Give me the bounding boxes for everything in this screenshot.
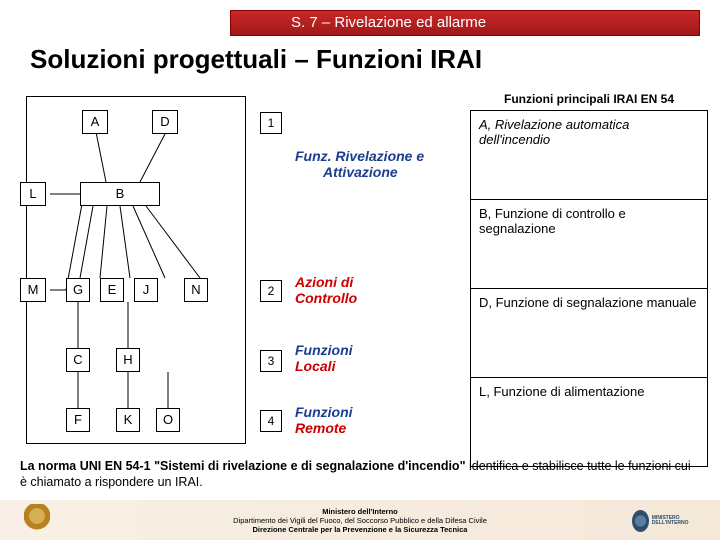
label-rivelazione-line2: Attivazione [295,164,398,180]
node-B: B [80,182,160,206]
function-cell-B: B, Funzione di controllo e segnalazione [470,199,708,289]
bottom-paragraph: La norma UNI EN 54-1 "Sistemi di rivelaz… [20,458,700,491]
label-azioni-line1: Azioni di [295,274,353,290]
footer-bar: Ministero dell'Interno Dipartimento dei … [0,500,720,540]
node-O: O [156,408,180,432]
footer-line3: Direzione Centrale per la Prevenzione e … [233,525,487,534]
section-header-text: S. 7 – Rivelazione ed allarme [231,11,699,35]
group-4: 4 [260,410,282,432]
group-2: 2 [260,280,282,302]
node-D: D [152,110,178,134]
bottom-bold: La norma UNI EN 54-1 "Sistemi di rivelaz… [20,459,466,473]
node-N: N [184,278,208,302]
vigili-logo-icon [24,504,50,534]
functions-table-title: Funzioni principali IRAI EN 54 [470,90,708,110]
footer-line2: Dipartimento dei Vigili del Fuoco, del S… [233,516,487,525]
group-1: 1 [260,112,282,134]
section-header: S. 7 – Rivelazione ed allarme [230,10,700,36]
label-azioni: Azioni di Controllo [295,274,357,306]
node-G: G [66,278,90,302]
function-cell-A-text: A, Rivelazione automatica dell'incendio [479,117,629,147]
footer-line1: Ministero dell'Interno [233,507,487,516]
node-K: K [116,408,140,432]
label-rivelazione-line1: Funz. Rivelazione e [295,148,424,164]
label-azioni-line2: Controllo [295,290,357,306]
label-remote-line1: Funzioni [295,404,353,420]
ministero-emblem-icon [632,510,649,532]
function-cell-A: A, Rivelazione automatica dell'incendio [470,110,708,200]
node-F: F [66,408,90,432]
footer-text: Ministero dell'Interno Dipartimento dei … [233,507,487,534]
label-locali-line1: Funzioni [295,342,353,358]
node-J: J [134,278,158,302]
node-E: E [100,278,124,302]
label-remote-line2: Remote [295,420,346,436]
irai-diagram: A D 1 L B M G E J N 2 C H 3 F K O 4 Funz… [20,90,460,450]
label-locali: Funzioni Locali [295,342,353,374]
group-3: 3 [260,350,282,372]
ministero-logo-text: MINISTERO DELL'INTERNO [652,516,702,526]
page-title: Soluzioni progettuali – Funzioni IRAI [30,44,482,75]
function-cell-D: D, Funzione di segnalazione manuale [470,288,708,378]
label-rivelazione: Funz. Rivelazione e Attivazione [295,148,424,180]
node-H: H [116,348,140,372]
node-C: C [66,348,90,372]
node-A: A [82,110,108,134]
functions-table: Funzioni principali IRAI EN 54 A, Rivela… [470,90,708,466]
ministero-logo: MINISTERO DELL'INTERNO [632,508,702,534]
label-remote: Funzioni Remote [295,404,353,436]
function-cell-L: L, Funzione di alimentazione [470,377,708,467]
label-locali-line2: Locali [295,358,335,374]
node-M: M [20,278,46,302]
node-L: L [20,182,46,206]
diagram-connectors [20,90,460,450]
